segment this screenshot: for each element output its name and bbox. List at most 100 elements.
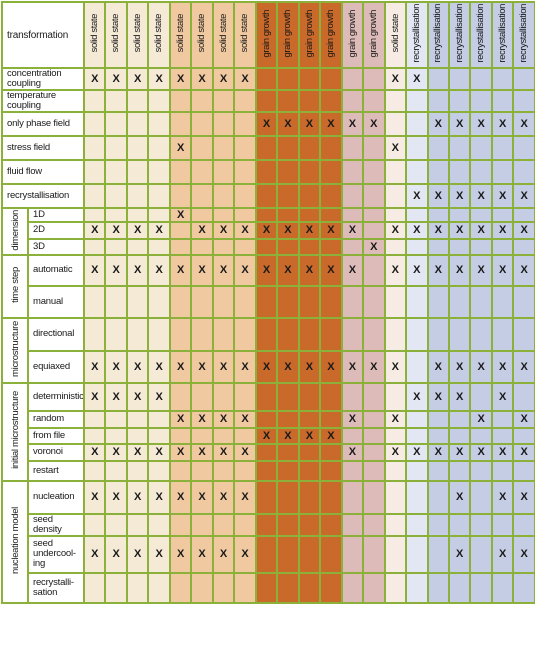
row-label: concentration coupling (1, 67, 85, 91)
empty-cell (426, 206, 450, 223)
check-mark-cell: X (233, 409, 257, 429)
row-label: temperature coupling (1, 88, 85, 113)
column-header: solid state (233, 1, 257, 69)
check-mark-cell: X (82, 534, 107, 574)
empty-cell (319, 459, 343, 482)
empty-cell (82, 88, 107, 113)
empty-cell (469, 534, 493, 574)
empty-cell (362, 512, 386, 537)
check-mark-cell: X (233, 220, 257, 240)
check-mark-cell: X (426, 381, 450, 412)
empty-cell (362, 479, 386, 515)
check-mark-cell: X (297, 426, 322, 445)
empty-cell (469, 134, 493, 161)
row-group-label: time step (1, 253, 29, 319)
empty-cell (469, 316, 493, 352)
empty-cell (340, 284, 365, 319)
empty-cell (82, 512, 107, 537)
empty-cell (469, 206, 493, 223)
check-mark-cell: X (405, 253, 429, 287)
empty-cell (297, 88, 322, 113)
empty-cell (490, 158, 515, 185)
empty-cell (276, 409, 300, 429)
empty-cell (125, 512, 150, 537)
empty-cell (125, 206, 150, 223)
check-mark-cell: X (125, 349, 150, 384)
check-mark-cell: X (512, 534, 535, 574)
empty-cell (297, 409, 322, 429)
check-mark-cell: X (190, 442, 214, 462)
empty-cell (405, 88, 429, 113)
empty-cell (254, 158, 279, 185)
check-mark-cell: X (147, 442, 171, 462)
check-mark-cell: X (147, 349, 171, 384)
empty-cell (276, 479, 300, 515)
empty-cell (426, 512, 450, 537)
check-mark-cell: X (447, 253, 472, 287)
row-label: 1D (27, 206, 85, 223)
column-header: grain growth (319, 1, 343, 69)
empty-cell (447, 206, 472, 223)
empty-cell (104, 206, 128, 223)
empty-cell (319, 381, 343, 412)
check-mark-cell: X (447, 220, 472, 240)
check-mark-cell: X (447, 110, 472, 137)
table-row: seed density (2, 512, 535, 537)
empty-cell (405, 409, 429, 429)
empty-cell (276, 534, 300, 574)
check-mark-cell: X (125, 253, 150, 287)
empty-cell (405, 206, 429, 223)
empty-cell (512, 237, 535, 256)
empty-cell (233, 512, 257, 537)
empty-cell (405, 512, 429, 537)
empty-cell (469, 67, 493, 91)
empty-cell (469, 284, 493, 319)
check-mark-cell: X (233, 253, 257, 287)
check-mark-cell: X (512, 479, 535, 515)
empty-cell (405, 134, 429, 161)
empty-cell (168, 459, 193, 482)
empty-cell (340, 158, 365, 185)
empty-cell (405, 459, 429, 482)
empty-cell (319, 237, 343, 256)
empty-cell (383, 534, 408, 574)
empty-cell (168, 284, 193, 319)
empty-cell (168, 158, 193, 185)
empty-cell (383, 88, 408, 113)
check-mark-cell: X (383, 442, 408, 462)
check-mark-cell: X (168, 206, 193, 223)
empty-cell (233, 206, 257, 223)
empty-cell (340, 206, 365, 223)
empty-cell (211, 237, 236, 256)
empty-cell (383, 158, 408, 185)
empty-cell (297, 134, 322, 161)
check-mark-cell: X (383, 349, 408, 384)
empty-cell (190, 459, 214, 482)
empty-cell (426, 88, 450, 113)
empty-cell (82, 158, 107, 185)
column-header: solid state (211, 1, 236, 69)
empty-cell (340, 88, 365, 113)
check-mark-cell: X (469, 442, 493, 462)
check-mark-cell: X (447, 534, 472, 574)
empty-cell (447, 426, 472, 445)
empty-cell (190, 381, 214, 412)
table-row: dimension 1D X (1, 206, 535, 256)
empty-cell (190, 426, 214, 445)
empty-cell (276, 158, 300, 185)
empty-cell (276, 206, 300, 223)
empty-cell (190, 237, 214, 256)
empty-cell (490, 67, 515, 91)
empty-cell (254, 134, 279, 161)
empty-cell (512, 158, 535, 185)
check-mark-cell: X (211, 220, 236, 240)
empty-cell (319, 182, 343, 209)
empty-cell (383, 512, 408, 537)
check-mark-cell: X (469, 409, 493, 429)
empty-cell (147, 206, 171, 223)
empty-cell (276, 381, 300, 412)
check-mark-cell: X (490, 442, 515, 462)
empty-cell (426, 134, 450, 161)
check-mark-cell: X (147, 67, 171, 91)
empty-cell (490, 316, 515, 352)
